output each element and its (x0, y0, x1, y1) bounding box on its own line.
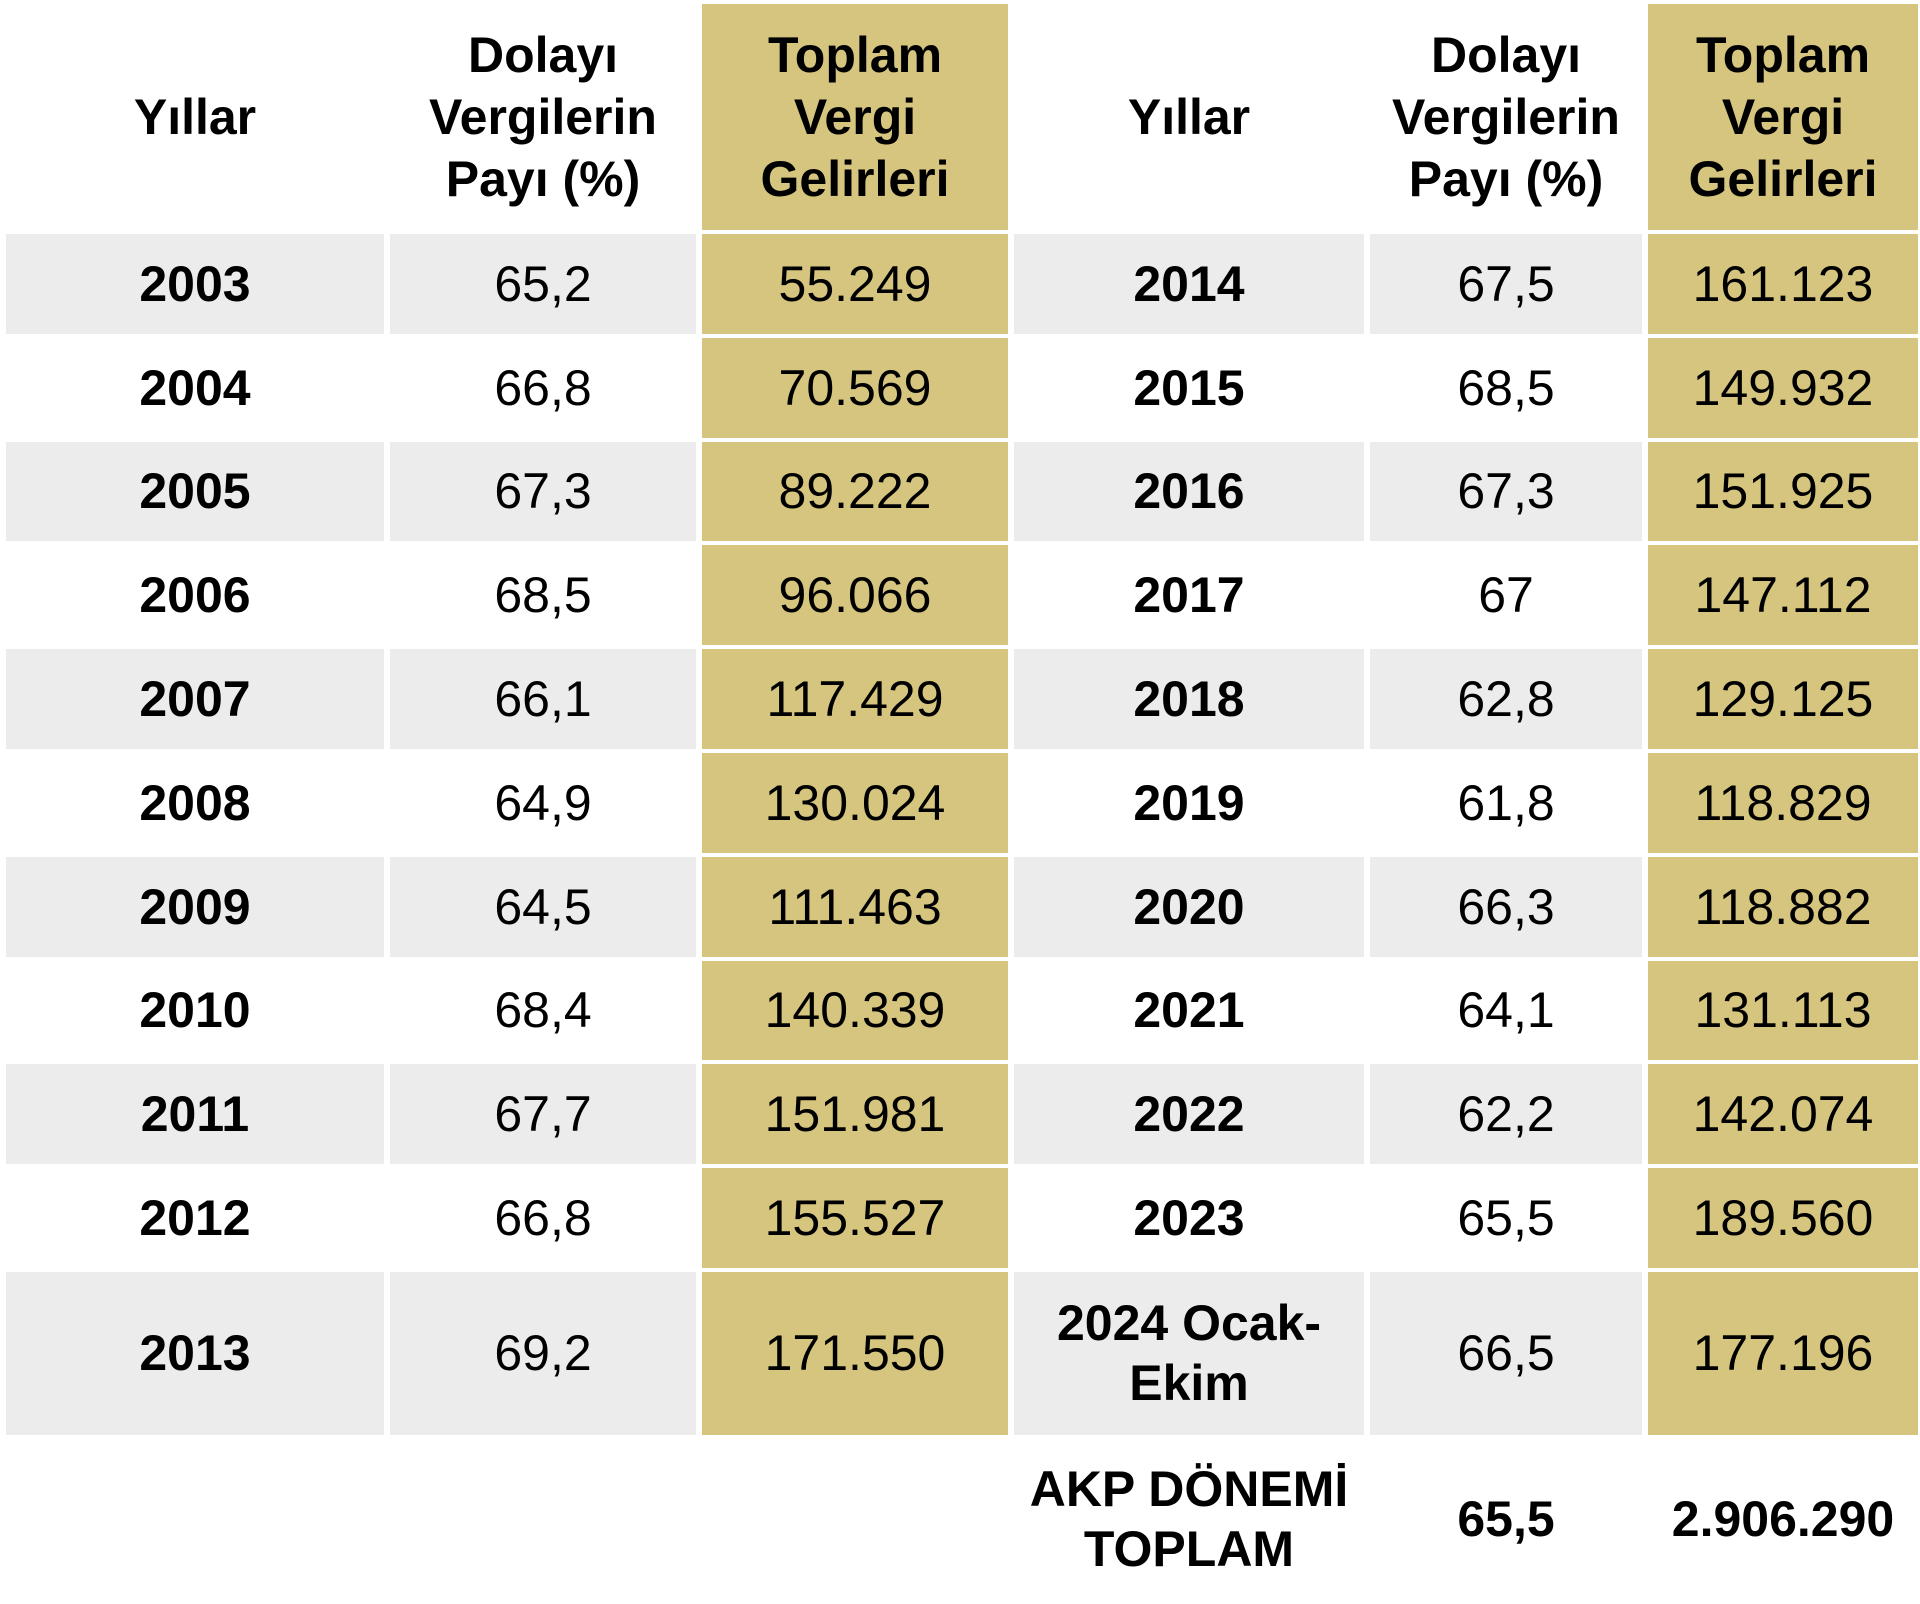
cell-year-right: 2020 (1014, 856, 1364, 957)
cell-total-right: 118.829 (1648, 752, 1918, 853)
table-body: 2003 65,2 55.249 2014 67,5 161.123 2004 66,8 70.… (6, 234, 1918, 1600)
header-total-left: Toplam Vergi Gelirleri (702, 4, 1008, 230)
cell-share-right: 62,8 (1370, 649, 1642, 749)
cell-total-left: 171.550 (702, 1271, 1008, 1435)
cell-total-left: 140.339 (702, 960, 1008, 1061)
cell-share-right: 66,3 (1370, 856, 1642, 957)
cell-share-left: 64,9 (390, 752, 696, 853)
cell-year-left: 2010 (6, 960, 384, 1061)
cell-share-left: 66,8 (390, 1168, 696, 1268)
cell-total-left: 55.249 (702, 234, 1008, 334)
total-row: AKP DÖNEMİ TOPLAM 65,5 2.906.290 (6, 1438, 1918, 1600)
table-row: 2003 65,2 55.249 2014 67,5 161.123 (6, 234, 1918, 334)
cell-year-left: 2011 (6, 1064, 384, 1165)
cell-total-right: 189.560 (1648, 1168, 1918, 1268)
table-row: 2006 68,5 96.066 2017 67 147.112 (6, 545, 1918, 646)
cell-share-left: 68,4 (390, 960, 696, 1061)
cell-total-left: 155.527 (702, 1168, 1008, 1268)
cell-year-left: 2012 (6, 1168, 384, 1268)
cell-share-left: 65,2 (390, 234, 696, 334)
cell-total-right: 151.925 (1648, 441, 1918, 542)
table-row: 2011 67,7 151.981 2022 62,2 142.074 (6, 1064, 1918, 1165)
header-share-left: Dolayı Vergilerin Payı (%) (390, 4, 696, 230)
table-row: 2010 68,4 140.339 2021 64,1 131.113 (6, 960, 1918, 1061)
cell-total-right: 161.123 (1648, 234, 1918, 334)
cell-share-left: 66,8 (390, 337, 696, 438)
table-row: 2008 64,9 130.024 2019 61,8 118.829 (6, 752, 1918, 853)
total-empty-3 (702, 1438, 1008, 1600)
header-years-left: Yıllar (6, 4, 384, 230)
table-row: 2007 66,1 117.429 2018 62,8 129.125 (6, 649, 1918, 749)
cell-share-right: 67 (1370, 545, 1642, 646)
cell-total-right: 118.882 (1648, 856, 1918, 957)
cell-total-right: 177.196 (1648, 1271, 1918, 1435)
cell-share-right: 64,1 (1370, 960, 1642, 1061)
cell-share-right: 65,5 (1370, 1168, 1642, 1268)
header-row: Yıllar Dolayı Vergilerin Payı (%) Toplam… (6, 4, 1918, 230)
table-row: 2013 69,2 171.550 2024 Ocak- Ekim 66,5 177.19… (6, 1271, 1918, 1435)
table-row: 2009 64,5 111.463 2020 66,3 118.882 (6, 856, 1918, 957)
cell-total-right: 129.125 (1648, 649, 1918, 749)
table-row: 2005 67,3 89.222 2016 67,3 151.925 (6, 441, 1918, 542)
cell-share-right: 67,3 (1370, 441, 1642, 542)
cell-year-right: 2017 (1014, 545, 1364, 646)
total-label: AKP DÖNEMİ TOPLAM (1014, 1438, 1364, 1600)
total-share: 65,5 (1370, 1438, 1642, 1600)
cell-year-right: 2014 (1014, 234, 1364, 334)
cell-year-left: 2005 (6, 441, 384, 542)
cell-share-left: 67,3 (390, 441, 696, 542)
total-empty-1 (6, 1438, 384, 1600)
cell-total-left: 111.463 (702, 856, 1008, 957)
cell-year-left: 2008 (6, 752, 384, 853)
cell-year-left: 2009 (6, 856, 384, 957)
cell-share-right: 66,5 (1370, 1271, 1642, 1435)
cell-total-left: 151.981 (702, 1064, 1008, 1165)
cell-share-right: 68,5 (1370, 337, 1642, 438)
cell-share-left: 66,1 (390, 649, 696, 749)
cell-total-right: 131.113 (1648, 960, 1918, 1061)
table-row: 2012 66,8 155.527 2023 65,5 189.560 (6, 1168, 1918, 1268)
total-empty-2 (390, 1438, 696, 1600)
cell-total-left: 117.429 (702, 649, 1008, 749)
cell-share-right: 62,2 (1370, 1064, 1642, 1165)
cell-total-right: 147.112 (1648, 545, 1918, 646)
cell-share-right: 61,8 (1370, 752, 1642, 853)
cell-share-left: 68,5 (390, 545, 696, 646)
cell-year-right: 2024 Ocak- Ekim (1014, 1271, 1364, 1435)
cell-share-left: 69,2 (390, 1271, 696, 1435)
cell-year-left: 2004 (6, 337, 384, 438)
cell-year-right: 2018 (1014, 649, 1364, 749)
cell-year-right: 2015 (1014, 337, 1364, 438)
cell-share-right: 67,5 (1370, 234, 1642, 334)
cell-total-right: 149.932 (1648, 337, 1918, 438)
table-row: 2004 66,8 70.569 2015 68,5 149.932 (6, 337, 1918, 438)
cell-total-left: 96.066 (702, 545, 1008, 646)
cell-year-right: 2019 (1014, 752, 1364, 853)
cell-year-left: 2003 (6, 234, 384, 334)
cell-share-left: 67,7 (390, 1064, 696, 1165)
cell-year-right: 2022 (1014, 1064, 1364, 1165)
cell-year-left: 2013 (6, 1271, 384, 1435)
header-share-right: Dolayı Vergilerin Payı (%) (1370, 4, 1642, 230)
cell-year-left: 2006 (6, 545, 384, 646)
header-total-right: Toplam Vergi Gelirleri (1648, 4, 1918, 230)
total-revenue: 2.906.290 (1648, 1438, 1918, 1600)
cell-total-left: 89.222 (702, 441, 1008, 542)
header-years-right: Yıllar (1014, 4, 1364, 230)
cell-total-left: 130.024 (702, 752, 1008, 853)
cell-year-right: 2016 (1014, 441, 1364, 542)
cell-total-left: 70.569 (702, 337, 1008, 438)
cell-total-right: 142.074 (1648, 1064, 1918, 1165)
cell-year-right: 2021 (1014, 960, 1364, 1061)
cell-share-left: 64,5 (390, 856, 696, 957)
cell-year-right: 2023 (1014, 1168, 1364, 1268)
cell-year-left: 2007 (6, 649, 384, 749)
